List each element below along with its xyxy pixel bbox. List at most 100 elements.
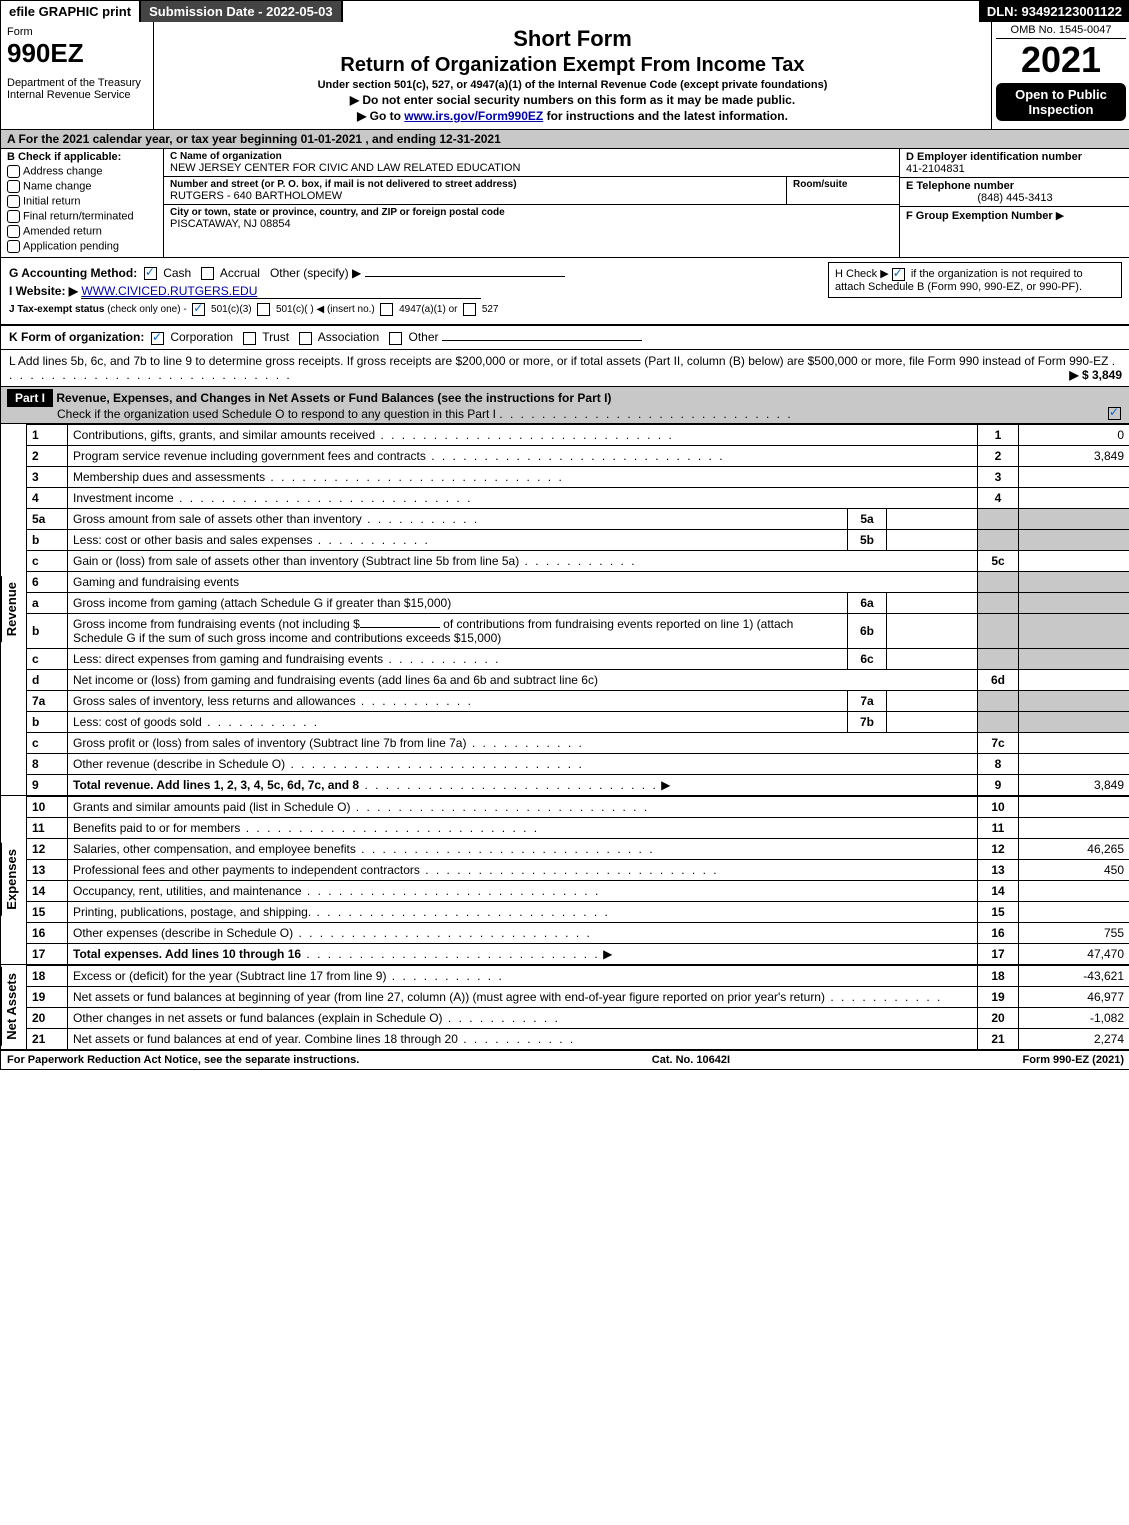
e-phone-label: E Telephone number [906, 180, 1124, 192]
c-city-label: City or town, state or province, country… [170, 207, 893, 218]
chk-4947[interactable] [380, 303, 393, 316]
d-ein-value: 41-2104831 [906, 163, 1124, 175]
c-street-label: Number and street (or P. O. box, if mail… [170, 179, 780, 190]
website-link[interactable]: WWW.CIVICED.RUTGERS.EDU [81, 284, 257, 298]
instr-ssn: ▶ Do not enter social security numbers o… [162, 93, 983, 107]
chk-accrual[interactable] [201, 267, 214, 280]
org-street: RUTGERS - 640 BARTHOLOMEW [170, 190, 780, 202]
chk-schedule-o[interactable] [1108, 407, 1121, 420]
revenue-block: Revenue 1Contributions, gifts, grants, a… [1, 424, 1129, 796]
org-name: NEW JERSEY CENTER FOR CIVIC AND LAW RELA… [170, 162, 893, 174]
instr-goto: ▶ Go to www.irs.gov/Form990EZ for instru… [162, 109, 983, 123]
expenses-table: 10Grants and similar amounts paid (list … [26, 796, 1129, 965]
omb-number: OMB No. 1545-0047 [996, 24, 1126, 39]
chk-trust[interactable] [243, 332, 256, 345]
footer-right: Form 990-EZ (2021) [1023, 1054, 1124, 1066]
line-18: 18Excess or (deficit) for the year (Subt… [27, 965, 1129, 986]
line-7a: 7aGross sales of inventory, less returns… [27, 690, 1129, 711]
chk-501c3[interactable] [192, 303, 205, 316]
line-14: 14Occupancy, rent, utilities, and mainte… [27, 880, 1129, 901]
chk-amended-return[interactable]: Amended return [7, 225, 157, 238]
form-number: 990EZ [7, 38, 147, 69]
part1-header-row: Part I Revenue, Expenses, and Changes in… [1, 387, 1129, 424]
c-name-label: C Name of organization [170, 151, 893, 162]
chk-schedule-b[interactable] [892, 268, 905, 281]
line-6c: cLess: direct expenses from gaming and f… [27, 648, 1129, 669]
line-5c: cGain or (loss) from sale of assets othe… [27, 550, 1129, 571]
chk-application-pending[interactable]: Application pending [7, 240, 157, 253]
dln-label: DLN: 93492123001122 [979, 1, 1129, 22]
line-20: 20Other changes in net assets or fund ba… [27, 1007, 1129, 1028]
chk-corporation[interactable] [151, 332, 164, 345]
short-form-title: Short Form [162, 26, 983, 52]
col-b-checkboxes: B Check if applicable: Address change Na… [1, 149, 164, 257]
line-11: 11Benefits paid to or for members11 [27, 817, 1129, 838]
chk-other-org[interactable] [389, 332, 402, 345]
header-left: Form 990EZ Department of the Treasury In… [1, 22, 154, 129]
chk-cash[interactable] [144, 267, 157, 280]
open-public-box: Open to Public Inspection [996, 83, 1126, 121]
line-5b: bLess: cost or other basis and sales exp… [27, 529, 1129, 550]
line-5a: 5aGross amount from sale of assets other… [27, 508, 1129, 529]
line-13: 13Professional fees and other payments t… [27, 859, 1129, 880]
line-6d: dNet income or (loss) from gaming and fu… [27, 669, 1129, 690]
chk-527[interactable] [463, 303, 476, 316]
footer-cat: Cat. No. 10642I [652, 1054, 730, 1066]
subtitle: Under section 501(c), 527, or 4947(a)(1)… [162, 79, 983, 91]
f-group-label: F Group Exemption Number [906, 210, 1053, 222]
tax-year: 2021 [996, 39, 1126, 81]
expenses-block: Expenses 10Grants and similar amounts pa… [1, 796, 1129, 965]
footer: For Paperwork Reduction Act Notice, see … [1, 1050, 1129, 1069]
submission-date: Submission Date - 2022-05-03 [141, 1, 343, 22]
part1-label: Part I [7, 389, 53, 407]
line-1: 1Contributions, gifts, grants, and simil… [27, 424, 1129, 445]
b-header: B Check if applicable: [7, 151, 157, 163]
form-page: efile GRAPHIC print Submission Date - 20… [0, 0, 1129, 1070]
d-ein-label: D Employer identification number [906, 151, 1124, 163]
line-17: 17Total expenses. Add lines 10 through 1… [27, 943, 1129, 964]
efile-print-label: efile GRAPHIC print [1, 1, 141, 22]
other-org-field[interactable] [442, 340, 642, 341]
line-9: 9Total revenue. Add lines 1, 2, 3, 4, 5c… [27, 774, 1129, 795]
line-4: 4Investment income4 [27, 487, 1129, 508]
line-10: 10Grants and similar amounts paid (list … [27, 796, 1129, 817]
revenue-table: 1Contributions, gifts, grants, and simil… [26, 424, 1129, 796]
header-center: Short Form Return of Organization Exempt… [154, 22, 991, 129]
vtab-netassets: Net Assets [1, 967, 26, 1046]
efile-bar: efile GRAPHIC print Submission Date - 20… [1, 1, 1129, 22]
part1-check-line: Check if the organization used Schedule … [57, 407, 496, 421]
vtab-expenses: Expenses [1, 843, 26, 916]
header-right: OMB No. 1545-0047 2021 Open to Public In… [991, 22, 1129, 129]
line-6: 6Gaming and fundraising events [27, 571, 1129, 592]
c-room-label: Room/suite [793, 179, 893, 190]
line-15: 15Printing, publications, postage, and s… [27, 901, 1129, 922]
netassets-block: Net Assets 18Excess or (deficit) for the… [1, 965, 1129, 1050]
chk-501c[interactable] [257, 303, 270, 316]
line-6a: aGross income from gaming (attach Schedu… [27, 592, 1129, 613]
l-gross-receipts: ▶ $ 3,849 [1069, 368, 1122, 382]
dept-treasury: Department of the Treasury [7, 77, 147, 89]
f-arrow: ▶ [1056, 210, 1064, 222]
col-c-org-info: C Name of organization NEW JERSEY CENTER… [164, 149, 899, 257]
col-def: D Employer identification number 41-2104… [899, 149, 1129, 257]
line-a: A For the 2021 calendar year, or tax yea… [1, 130, 1129, 149]
chk-name-change[interactable]: Name change [7, 180, 157, 193]
other-specify-field[interactable] [365, 276, 565, 277]
chk-final-return[interactable]: Final return/terminated [7, 210, 157, 223]
line-7c: cGross profit or (loss) from sales of in… [27, 732, 1129, 753]
irs-link[interactable]: www.irs.gov/Form990EZ [404, 109, 543, 123]
netassets-table: 18Excess or (deficit) for the year (Subt… [26, 965, 1129, 1050]
dept-irs: Internal Revenue Service [7, 89, 147, 101]
j-tax-exempt-row: J Tax-exempt status (check only one) - 5… [9, 303, 1122, 316]
line-2: 2Program service revenue including gover… [27, 445, 1129, 466]
form-label: Form [7, 26, 147, 38]
chk-address-change[interactable]: Address change [7, 165, 157, 178]
chk-association[interactable] [299, 332, 312, 345]
chk-initial-return[interactable]: Initial return [7, 195, 157, 208]
form-header: Form 990EZ Department of the Treasury In… [1, 22, 1129, 130]
fundraising-amount-field[interactable] [360, 627, 440, 628]
line-7b: bLess: cost of goods sold7b [27, 711, 1129, 732]
line-16: 16Other expenses (describe in Schedule O… [27, 922, 1129, 943]
section-b: B Check if applicable: Address change Na… [1, 149, 1129, 258]
org-city: PISCATAWAY, NJ 08854 [170, 218, 893, 230]
